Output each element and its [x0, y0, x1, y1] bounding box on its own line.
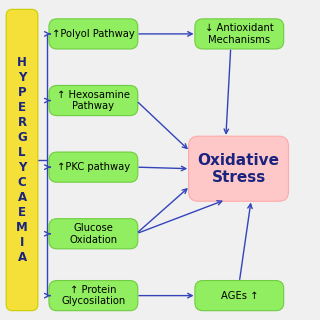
- Text: ↓ Antioxidant
Mechanisms: ↓ Antioxidant Mechanisms: [205, 23, 274, 45]
- FancyBboxPatch shape: [188, 136, 288, 201]
- FancyBboxPatch shape: [49, 281, 138, 311]
- FancyBboxPatch shape: [195, 19, 284, 49]
- FancyBboxPatch shape: [49, 152, 138, 182]
- FancyBboxPatch shape: [6, 9, 38, 311]
- Text: ↑PKC pathway: ↑PKC pathway: [57, 162, 130, 172]
- FancyBboxPatch shape: [195, 281, 284, 311]
- Text: AGEs ↑: AGEs ↑: [220, 291, 258, 300]
- FancyBboxPatch shape: [49, 19, 138, 49]
- Text: Glucose
Oxidation: Glucose Oxidation: [69, 223, 117, 244]
- FancyBboxPatch shape: [49, 85, 138, 116]
- Text: ↑Polyol Pathway: ↑Polyol Pathway: [52, 29, 135, 39]
- Text: ↑ Protein
Glycosilation: ↑ Protein Glycosilation: [61, 285, 125, 307]
- Text: ↑ Hexosamine
Pathway: ↑ Hexosamine Pathway: [57, 90, 130, 111]
- Text: H
Y
P
E
R
G
L
Y
C
A
E
M
I
A: H Y P E R G L Y C A E M I A: [16, 56, 28, 264]
- FancyBboxPatch shape: [49, 219, 138, 249]
- Text: Oxidative
Stress: Oxidative Stress: [197, 153, 279, 185]
